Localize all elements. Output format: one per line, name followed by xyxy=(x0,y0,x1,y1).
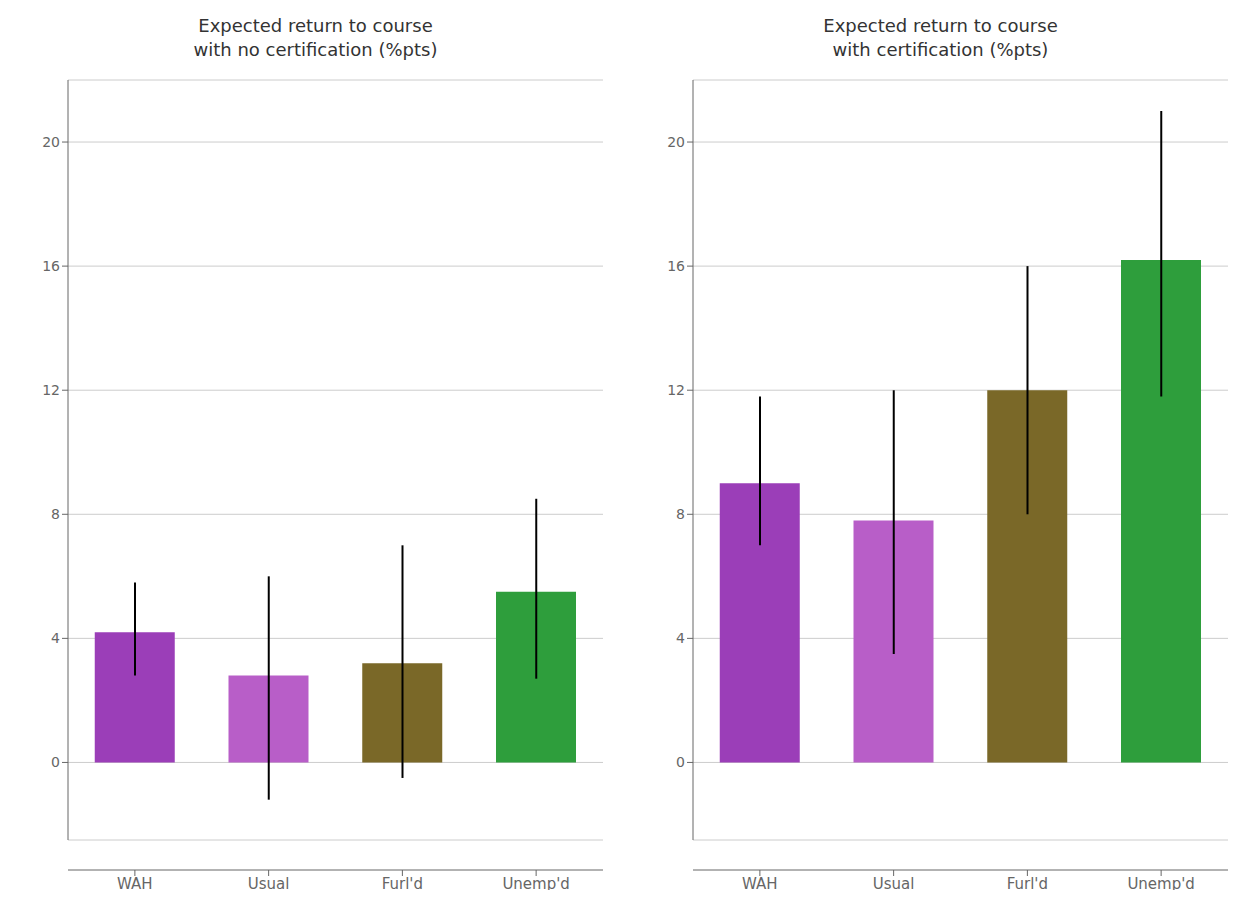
svg-text:0: 0 xyxy=(676,754,685,770)
svg-text:16: 16 xyxy=(42,258,60,274)
svg-text:Usual: Usual xyxy=(248,875,290,890)
svg-text:4: 4 xyxy=(676,630,685,646)
svg-text:WAH: WAH xyxy=(117,875,153,890)
svg-text:0: 0 xyxy=(51,754,60,770)
html-text:Expected return to course: Expected return to course xyxy=(823,15,1058,36)
svg-text:12: 12 xyxy=(667,382,685,398)
svg-text:Unemp'd: Unemp'd xyxy=(502,875,570,890)
svg-text:Furl'd: Furl'd xyxy=(382,875,423,890)
html-text:Expected return to course: Expected return to course xyxy=(198,15,433,36)
svg-text:20: 20 xyxy=(42,134,60,150)
html-text:with certification (%pts): with certification (%pts) xyxy=(832,39,1049,60)
svg-text:Unemp'd: Unemp'd xyxy=(1127,875,1195,890)
svg-text:12: 12 xyxy=(42,382,60,398)
svg-text:4: 4 xyxy=(51,630,60,646)
svg-text:20: 20 xyxy=(667,134,685,150)
svg-text:16: 16 xyxy=(667,258,685,274)
svg-text:8: 8 xyxy=(676,506,685,522)
svg-text:Usual: Usual xyxy=(873,875,915,890)
svg-text:8: 8 xyxy=(51,506,60,522)
svg-text:WAH: WAH xyxy=(742,875,778,890)
svg-text:Furl'd: Furl'd xyxy=(1007,875,1048,890)
html-text:with no certification (%pts): with no certification (%pts) xyxy=(193,39,438,60)
